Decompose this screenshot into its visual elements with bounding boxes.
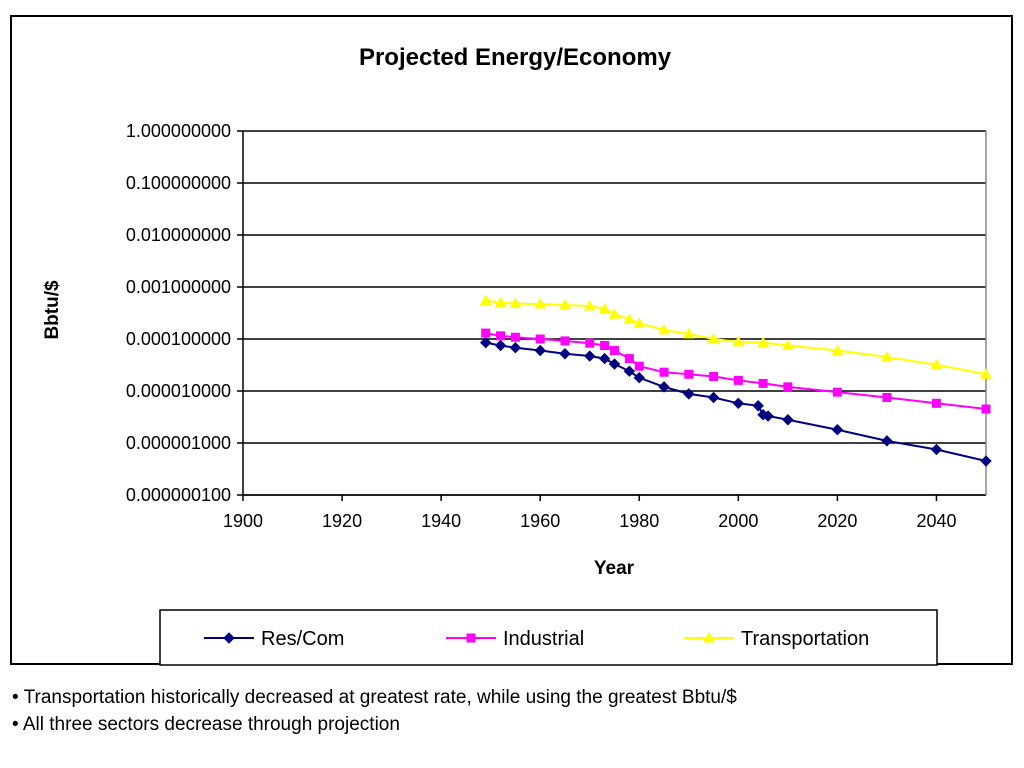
data-point (831, 424, 844, 436)
x-axis-label: Year (594, 558, 635, 579)
notes: • Transportation historically decreased … (12, 684, 1012, 738)
legend-box (159, 609, 938, 666)
data-point (782, 414, 794, 426)
data-point (600, 340, 610, 350)
data-point (610, 346, 619, 356)
x-tick-label: 1960 (520, 511, 560, 531)
data-point (758, 378, 768, 388)
data-point (535, 334, 545, 344)
data-point (634, 361, 644, 371)
data-point (623, 313, 636, 324)
data-point (732, 335, 745, 347)
y-tick-label: 0.000010000 (126, 381, 231, 401)
data-point (762, 410, 774, 422)
x-tick-label: 1900 (223, 511, 263, 531)
data-point (481, 328, 491, 338)
data-point (633, 317, 646, 328)
y-tick-label: 1.000000000 (126, 121, 231, 141)
data-point (584, 350, 596, 362)
data-point (560, 336, 570, 346)
data-point (598, 302, 611, 314)
x-tick-label: 1980 (619, 511, 659, 531)
legend: Res/Com Industrial Transportation (159, 609, 938, 666)
legend-label: Res/Com (261, 628, 344, 650)
legend-label: Transportation (741, 628, 869, 650)
data-point (831, 344, 844, 356)
data-point (623, 365, 636, 377)
data-point (703, 631, 715, 643)
x-tick-label: 1920 (322, 511, 362, 531)
y-tick-label: 0.010000000 (126, 225, 231, 245)
data-point (585, 338, 595, 348)
series-line (485, 341, 987, 463)
data-point (757, 336, 769, 348)
data-point (707, 332, 720, 344)
data-point (658, 381, 670, 393)
data-point (732, 397, 745, 410)
data-point (509, 342, 522, 354)
data-point (981, 404, 991, 414)
data-point (832, 387, 842, 397)
data-point (752, 400, 764, 412)
series-line (485, 299, 987, 376)
data-point (881, 435, 893, 447)
data-point (782, 339, 794, 350)
plot-area: 1.000000000 0.100000000 0.010000000 0.00100… (126, 121, 992, 531)
y-tick-label: 0.001000000 (126, 277, 231, 297)
data-point (783, 382, 793, 392)
chart-title: Projected Energy/Economy (359, 44, 672, 71)
data-point (881, 351, 893, 362)
data-point (683, 388, 695, 400)
data-point (559, 348, 571, 360)
data-point (480, 336, 492, 349)
data-point (494, 296, 507, 308)
y-axis-label: Bbtu/$ (42, 280, 63, 340)
data-point (559, 299, 571, 310)
data-point (598, 352, 611, 365)
data-point (534, 298, 547, 309)
y-tick-label: 0.000001000 (126, 433, 231, 453)
data-point (466, 633, 476, 643)
data-point (707, 391, 720, 404)
y-tick-label: 0.100000000 (126, 173, 231, 193)
chart-svg: Projected Energy/Economy Bbtu/$ Year 1.0… (42, 44, 992, 666)
data-point (980, 455, 992, 467)
data-point (659, 367, 669, 377)
y-tick-label: 0.000100000 (126, 329, 231, 349)
data-point (509, 297, 522, 309)
note-line: • All three sectors decrease through pro… (12, 714, 400, 735)
x-tick-label: 2000 (718, 511, 758, 531)
data-point (931, 398, 941, 408)
data-point (882, 392, 892, 402)
data-point (510, 332, 520, 342)
data-point (733, 375, 743, 385)
chart-frame: Projected Energy/Economy Bbtu/$ Year 1.0… (10, 15, 1013, 666)
data-point (496, 331, 506, 341)
data-point (583, 300, 596, 311)
legend-label: Industrial (503, 628, 584, 650)
data-point (494, 339, 507, 352)
x-tick-label: 2040 (916, 511, 956, 531)
data-point (930, 358, 943, 370)
data-point (608, 358, 621, 370)
note-line: • Transportation historically decreased … (12, 687, 737, 708)
data-point (980, 368, 992, 379)
data-point (608, 308, 621, 319)
data-point (658, 323, 670, 335)
data-point (624, 354, 634, 364)
data-point (223, 632, 235, 644)
y-tick-label: 0.000000100 (126, 485, 231, 505)
data-point (534, 344, 546, 357)
x-tick-label: 1940 (421, 511, 461, 531)
data-point (479, 294, 492, 306)
data-point (709, 372, 719, 382)
data-point (930, 443, 943, 456)
data-point (633, 372, 645, 384)
data-point (682, 327, 695, 339)
x-tick-label: 2020 (817, 511, 857, 531)
data-point (684, 369, 694, 379)
